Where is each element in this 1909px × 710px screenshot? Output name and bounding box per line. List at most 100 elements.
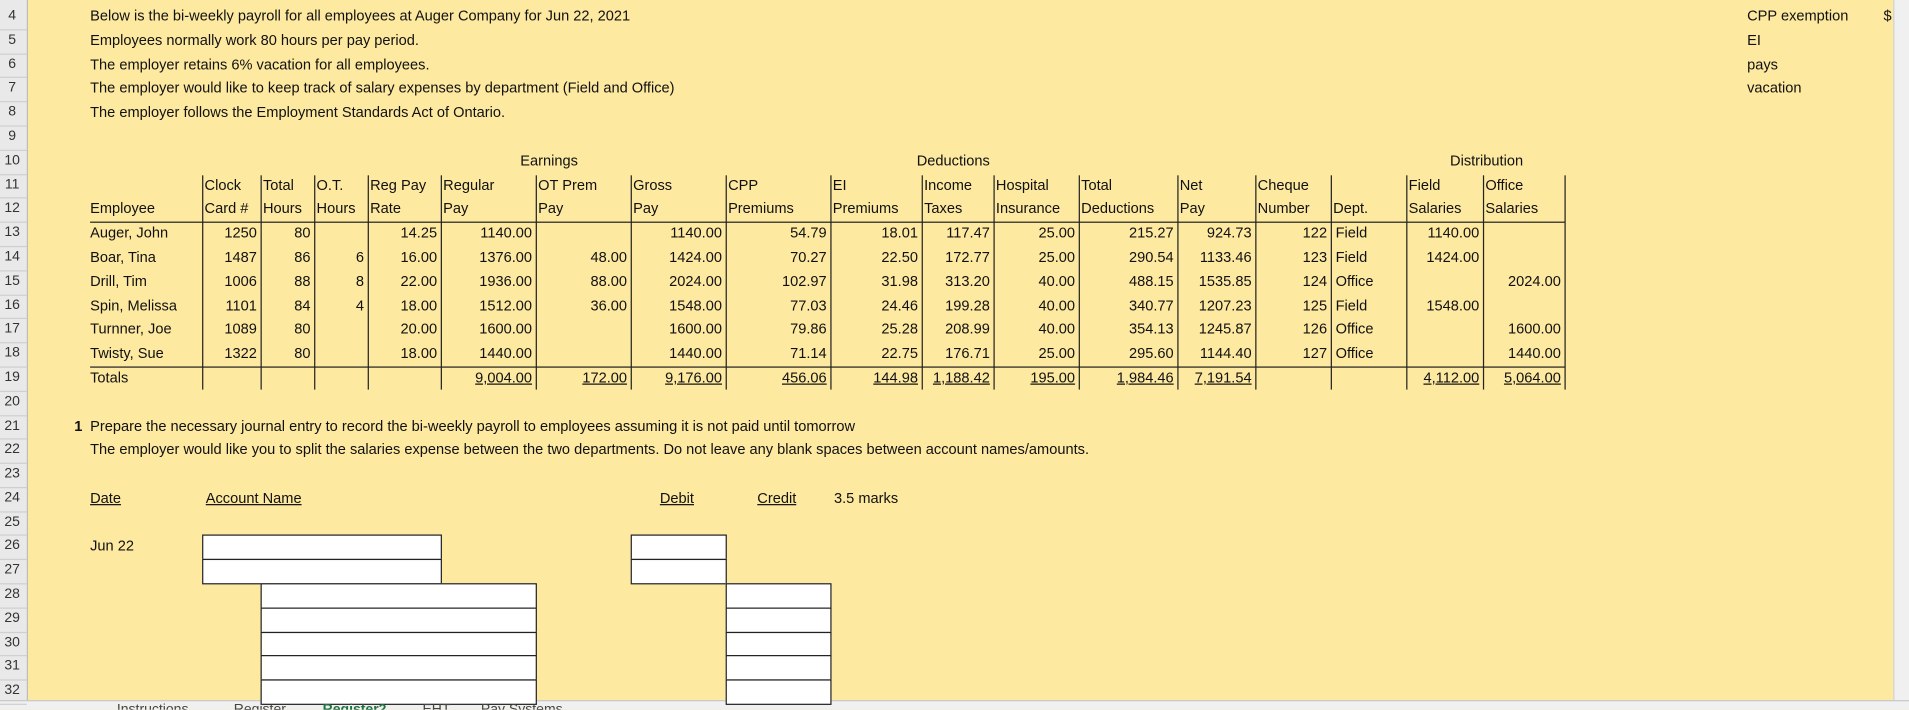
sheet-tab[interactable]: Register — [233, 702, 286, 710]
row-separator — [0, 197, 27, 199]
table-cell: 1133.46 — [1199, 248, 1252, 266]
group-header: Earnings — [520, 151, 578, 170]
column-border — [1078, 174, 1080, 390]
credit-input[interactable] — [725, 583, 832, 609]
table-cell: 125 — [1302, 296, 1328, 314]
totals-cell: 144.98 — [873, 368, 918, 386]
sheet-tab[interactable]: Pay Systems — [480, 702, 563, 710]
column-header: OT Prem — [538, 176, 598, 194]
column-header: Taxes — [924, 200, 963, 218]
table-cell: 117.47 — [946, 224, 990, 242]
table-cell: 24.46 — [881, 296, 918, 314]
totals-cell: 456.06 — [781, 368, 827, 386]
table-cell: Field — [1335, 248, 1368, 266]
row-separator — [0, 366, 27, 368]
column-header: Hours — [262, 200, 302, 218]
account-input[interactable] — [260, 679, 537, 705]
column-border — [1177, 174, 1179, 390]
table-cell: 1140.00 — [670, 224, 722, 242]
table-cell: 290.54 — [1128, 248, 1174, 266]
sheet-tab[interactable]: Register2 — [322, 702, 387, 710]
row-number: 13 — [4, 225, 20, 241]
table-cell: Auger, John — [90, 224, 169, 242]
account-input[interactable] — [260, 655, 537, 681]
table-cell: 79.86 — [790, 320, 827, 338]
row-number: 15 — [4, 273, 20, 289]
credit-input[interactable] — [725, 631, 832, 657]
row-separator — [0, 29, 27, 31]
row-separator — [0, 245, 27, 248]
table-cell: 6 — [355, 248, 365, 266]
column-header: Insurance — [995, 200, 1061, 218]
column-header: Pay — [538, 200, 564, 218]
column-header: Premiums — [728, 200, 794, 218]
table-cell: 124 — [1302, 272, 1328, 290]
sheet-tab[interactable]: Instructions — [116, 702, 189, 710]
row-number: 11 — [4, 177, 20, 192]
intro-line: Below is the bi-weekly payroll for all e… — [90, 7, 631, 25]
row-number: 22 — [4, 442, 20, 457]
account-input[interactable] — [202, 535, 442, 561]
row-number: 30 — [4, 635, 20, 650]
journal-header: Credit — [757, 489, 797, 507]
row-number: 7 — [8, 80, 17, 96]
row-separator — [0, 510, 27, 513]
credit-input[interactable] — [725, 655, 832, 681]
column-border — [202, 174, 204, 390]
column-header: Card # — [204, 200, 249, 218]
column-header: Reg Pay — [370, 176, 427, 194]
table-cell: 1101 — [225, 296, 257, 314]
column-header: Number — [1257, 200, 1310, 218]
table-cell: 25.00 — [1038, 224, 1076, 242]
intro-line: The employer retains 6% vacation for all… — [90, 55, 430, 73]
table-cell: 123 — [1302, 248, 1328, 266]
side-note: $ — [1883, 7, 1892, 25]
account-input[interactable] — [202, 559, 442, 585]
row-number: 9 — [8, 129, 17, 144]
table-cell: 80 — [294, 344, 311, 362]
table-cell: 25.00 — [1038, 344, 1076, 362]
debit-input[interactable] — [630, 535, 727, 561]
column-header: Premiums — [832, 200, 899, 218]
row-separator — [0, 631, 27, 633]
column-border — [1564, 174, 1566, 390]
row-separator — [0, 101, 27, 103]
totals-cell: 172.00 — [582, 368, 628, 386]
table-cell: 80 — [294, 320, 311, 338]
row-separator — [0, 679, 27, 681]
side-note: pays — [1747, 55, 1778, 73]
column-header: Dept. — [1333, 200, 1369, 218]
credit-input[interactable] — [725, 607, 832, 633]
table-cell: Boar, Tina — [90, 248, 156, 266]
row-number: 10 — [4, 153, 20, 168]
vertical-scrollbar[interactable] — [1893, 0, 1909, 701]
table-cell: 1144.40 — [1199, 344, 1252, 362]
row-separator — [0, 535, 27, 537]
totals-cell: 9,176.00 — [665, 368, 722, 386]
table-cell: 924.73 — [1206, 224, 1252, 242]
row-number: 5 — [8, 32, 17, 48]
row-number: 17 — [4, 321, 20, 337]
row-number: 21 — [4, 418, 20, 433]
account-input[interactable] — [260, 607, 537, 633]
account-input[interactable] — [260, 583, 537, 609]
credit-input[interactable] — [725, 679, 832, 705]
row-number: 8 — [8, 105, 17, 120]
account-input[interactable] — [260, 631, 537, 657]
side-note: EI — [1747, 31, 1761, 49]
row-number: 29 — [4, 610, 20, 626]
debit-input[interactable] — [630, 559, 727, 585]
journal-header: Account Name — [205, 489, 302, 507]
sheet-tab[interactable]: EHT — [422, 702, 451, 710]
table-cell: 1006 — [224, 272, 257, 290]
column-header: Hours — [316, 200, 356, 218]
table-cell: 22.00 — [400, 272, 438, 290]
journal-header: Debit — [659, 489, 694, 507]
table-cell: 1440.00 — [1508, 344, 1561, 362]
row-number: 4 — [8, 8, 17, 24]
table-cell: 4 — [355, 296, 365, 314]
totals-cell: Totals — [90, 368, 129, 386]
totals-cell: 1,984.46 — [1116, 368, 1174, 386]
table-cell: 102.97 — [781, 272, 827, 290]
